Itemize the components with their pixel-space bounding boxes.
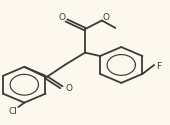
Text: O: O <box>59 13 66 22</box>
Text: F: F <box>156 62 161 71</box>
Text: O: O <box>103 13 110 22</box>
Text: Cl: Cl <box>9 108 18 116</box>
Text: O: O <box>65 84 72 93</box>
